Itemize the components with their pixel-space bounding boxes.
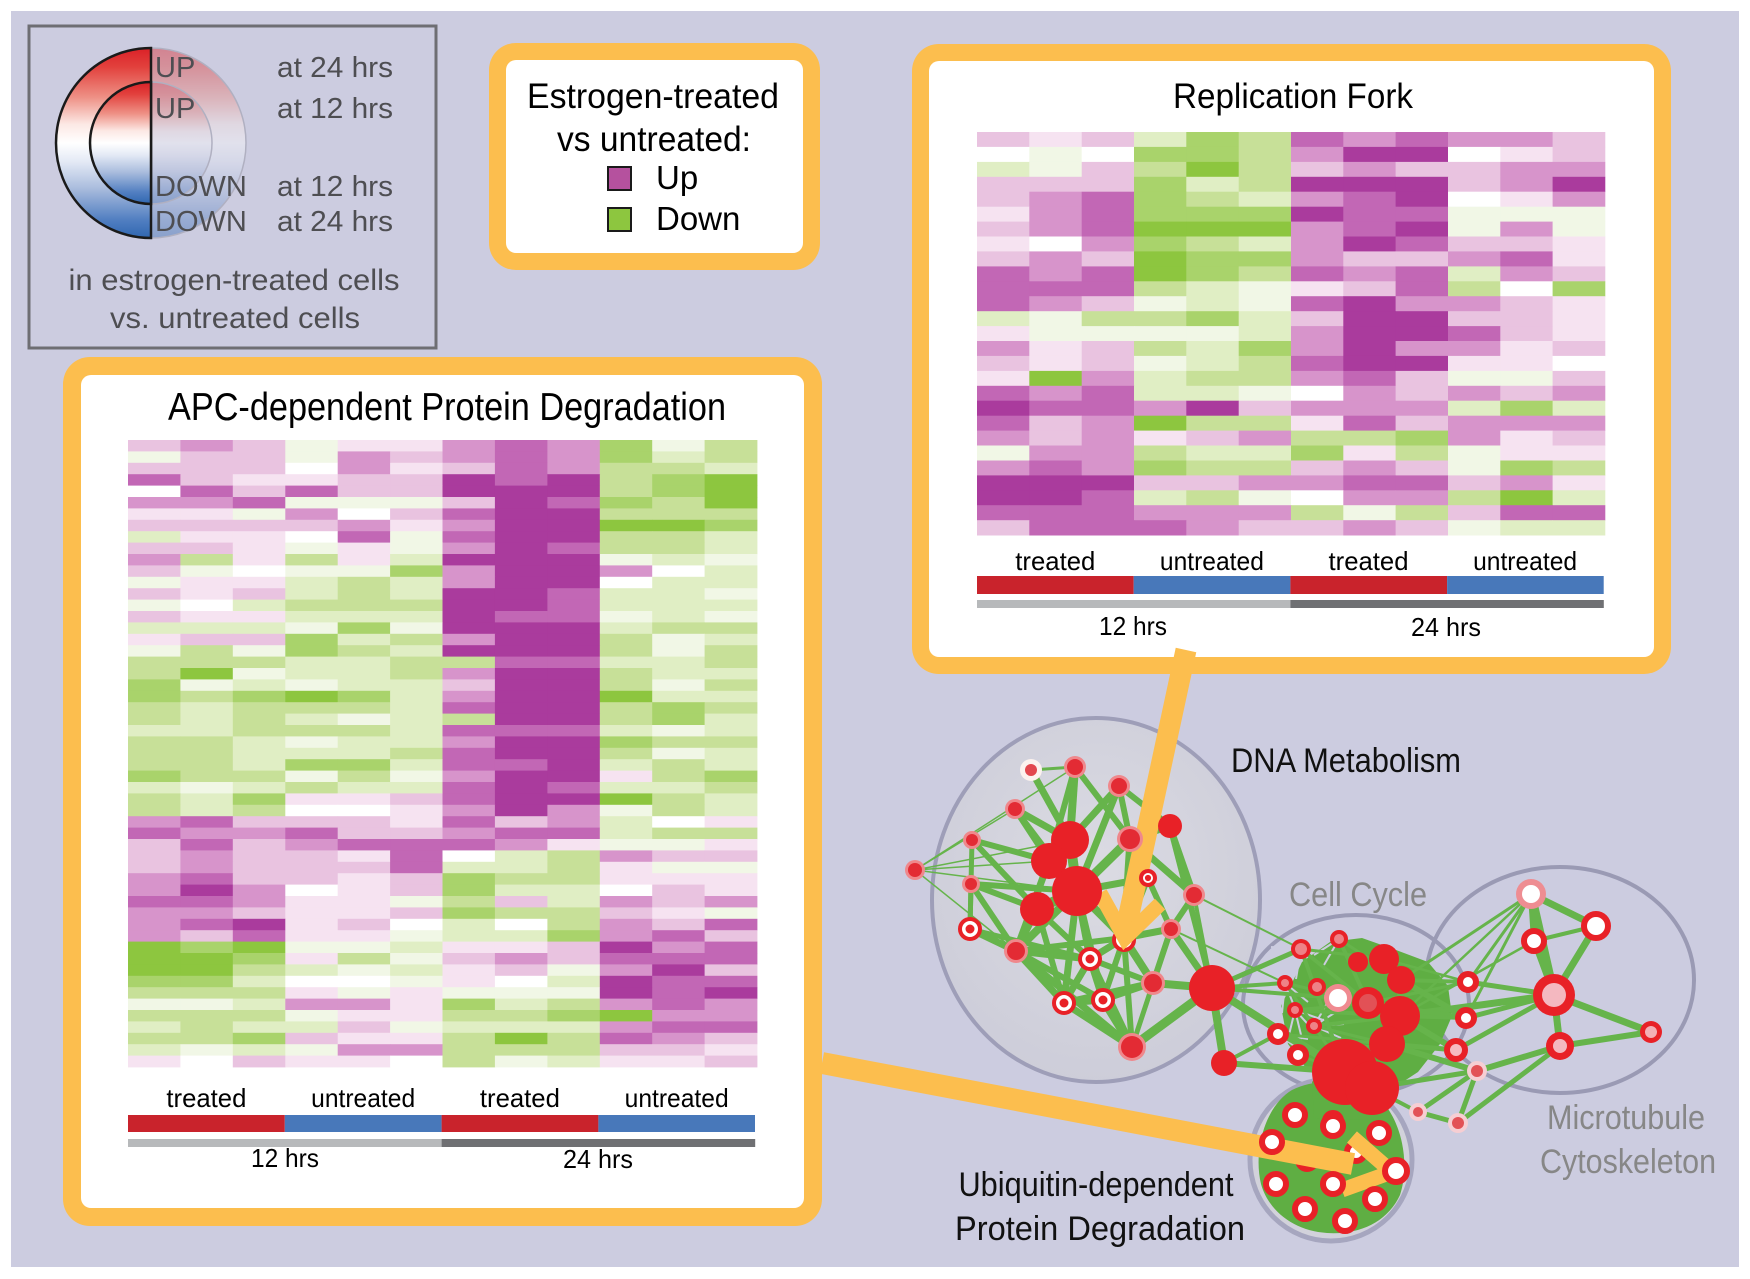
svg-text:Estrogen-treated: Estrogen-treated <box>527 77 779 116</box>
svg-text:24 hrs: 24 hrs <box>1411 612 1481 642</box>
svg-text:12 hrs: 12 hrs <box>1099 611 1167 641</box>
svg-text:vs untreated:: vs untreated: <box>557 120 751 159</box>
svg-text:Up: Up <box>656 159 698 196</box>
svg-text:treated: treated <box>1015 546 1095 576</box>
svg-text:untreated: untreated <box>1473 546 1577 576</box>
svg-text:untreated: untreated <box>311 1083 415 1113</box>
svg-text:treated: treated <box>166 1083 246 1113</box>
svg-text:12 hrs: 12 hrs <box>251 1143 319 1173</box>
svg-text:Down: Down <box>656 200 740 237</box>
svg-text:vs. untreated cells: vs. untreated cells <box>110 302 360 335</box>
svg-text:Cytoskeleton: Cytoskeleton <box>1540 1143 1716 1181</box>
svg-text:at 24 hrs: at 24 hrs <box>277 206 393 238</box>
svg-text:at 12 hrs: at 12 hrs <box>277 93 393 125</box>
svg-text:Replication Fork: Replication Fork <box>1173 77 1413 116</box>
svg-text:Microtubule: Microtubule <box>1547 1099 1705 1137</box>
svg-text:in estrogen-treated cells: in estrogen-treated cells <box>69 264 400 297</box>
svg-text:at 12 hrs: at 12 hrs <box>277 171 393 203</box>
svg-text:APC-dependent Protein Degradat: APC-dependent Protein Degradation <box>168 386 726 429</box>
svg-text:treated: treated <box>1329 546 1409 576</box>
svg-text:DOWN: DOWN <box>155 171 247 203</box>
svg-text:Cell Cycle: Cell Cycle <box>1289 876 1427 914</box>
svg-text:UP: UP <box>155 52 195 84</box>
svg-text:untreated: untreated <box>625 1083 729 1113</box>
svg-text:Protein Degradation: Protein Degradation <box>955 1210 1245 1248</box>
svg-text:untreated: untreated <box>1160 546 1264 576</box>
svg-text:24 hrs: 24 hrs <box>563 1144 633 1174</box>
svg-text:UP: UP <box>155 93 195 125</box>
svg-text:treated: treated <box>480 1083 560 1113</box>
svg-text:DOWN: DOWN <box>155 206 247 238</box>
svg-text:DNA Metabolism: DNA Metabolism <box>1231 742 1461 780</box>
svg-text:at 24 hrs: at 24 hrs <box>277 52 393 84</box>
svg-text:Ubiquitin-dependent: Ubiquitin-dependent <box>959 1166 1234 1204</box>
